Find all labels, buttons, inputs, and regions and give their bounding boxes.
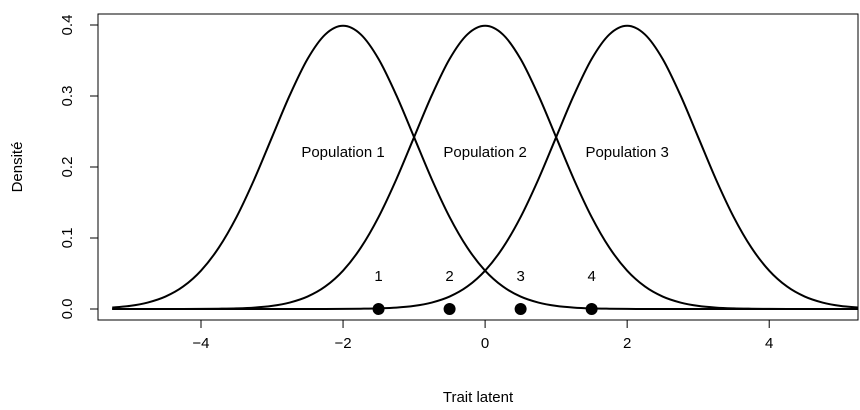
point (514, 302, 527, 315)
y-tick-label: 0.1 (59, 228, 76, 249)
y-tick-label: 0.2 (59, 157, 76, 178)
density-curve (112, 24, 858, 311)
y-axis-label: Densité (9, 142, 26, 193)
density-curve (112, 24, 858, 311)
x-tick-label: −2 (334, 335, 351, 352)
curve-label: Population 3 (585, 144, 668, 161)
curve-label: Population 1 (301, 144, 384, 161)
point (443, 302, 456, 315)
curve-label: Population 2 (443, 144, 526, 161)
density-curve (112, 24, 858, 311)
point-label: 3 (516, 268, 524, 285)
y-tick-label: 0.0 (59, 299, 76, 320)
point-label: 4 (587, 268, 595, 285)
y-tick-label: 0.3 (59, 86, 76, 107)
plot-frame (97, 13, 859, 321)
point (372, 302, 385, 315)
point-label: 2 (445, 268, 453, 285)
x-tick-label: 2 (623, 335, 631, 352)
y-tick-label: 0.4 (59, 15, 76, 36)
x-tick-label: 0 (481, 335, 489, 352)
curves (112, 24, 858, 311)
point (585, 302, 598, 315)
x-axis-label: Trait latent (443, 389, 514, 406)
point-label: 1 (374, 268, 382, 285)
x-tick-label: 4 (765, 335, 773, 352)
x-tick-label: −4 (192, 335, 209, 352)
